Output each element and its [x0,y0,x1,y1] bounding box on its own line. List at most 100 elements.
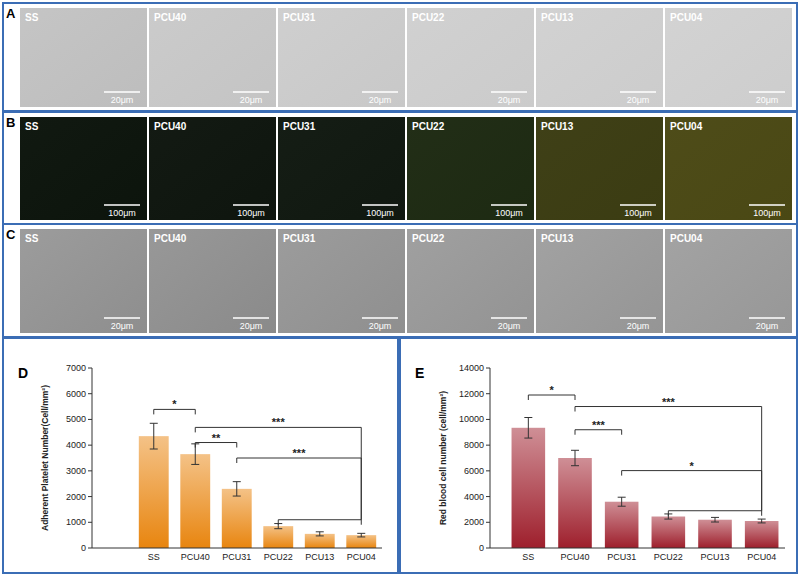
panel-border [400,338,797,573]
error-bar [711,517,719,522]
y-tick [486,522,490,523]
x-tick-label: PCU31 [607,552,636,562]
error-cap [150,449,158,450]
scale-bar-label: 20μm [240,321,263,331]
error-cap [664,519,672,520]
micrograph [20,229,147,333]
x-axis [490,548,785,549]
figure: ASS20μmPCU4020μmPCU3120μmPCU2220μmPCU132… [0,0,800,576]
y-tick-label: 2000 [464,517,484,527]
x-tick-label: PCU31 [222,552,251,562]
error-cap [233,481,241,482]
significance-label: *** [592,419,606,431]
error-cap [571,450,579,451]
image-label: PCU31 [283,121,316,132]
y-tick-label: 4000 [66,440,86,450]
bar [512,428,546,548]
significance-label: ** [212,432,221,444]
micrograph [665,117,792,220]
image-label: SS [25,233,39,244]
x-tick-label: SS [148,552,160,562]
y-tick [88,393,92,394]
scale-bar-label: 100μm [366,208,394,218]
error-bar [618,497,626,506]
bar [346,535,376,548]
error-line [153,423,154,449]
image-label: PCU22 [412,233,445,244]
bar [222,489,252,548]
error-cap [357,536,365,537]
y-tick-label: 0 [479,543,484,553]
panel-label: D [18,365,28,381]
error-cap [758,522,766,523]
bar [605,502,639,548]
y-axis-label: Red blood cell number (cell/mm²) [438,391,448,525]
error-bar [357,533,365,537]
y-tick [486,548,490,549]
scale-bar [491,317,527,319]
error-cap [191,464,199,465]
image-label: PCU04 [670,233,703,244]
scale-bar-label: 100μm [753,208,781,218]
error-cap [758,519,766,520]
scale-bar-label: 20μm [498,95,521,105]
significance-label: * [172,398,177,410]
y-tick-label: 5000 [66,414,86,424]
bar [558,458,592,548]
error-cap [618,497,626,498]
scale-bar [362,317,398,319]
bar [305,534,335,548]
error-cap [524,438,532,439]
bar [652,517,686,549]
significance-label: *** [662,396,676,408]
y-tick-label: 1000 [66,517,86,527]
image-label: PCU13 [541,121,574,132]
bar [263,526,293,548]
panel-border [3,112,797,224]
error-cap [524,417,532,418]
group-bracket [668,511,761,516]
scale-bar-label: 100μm [495,208,523,218]
error-cap [274,528,282,529]
significance-label: * [690,460,695,472]
scale-bar [749,204,785,206]
scale-bar-label: 20μm [756,321,779,331]
image-label: PCU13 [541,233,574,244]
panel-label: C [6,227,16,242]
marks [512,418,779,549]
scale-bar [620,91,656,93]
significance-bracket [622,471,762,511]
error-cap [316,535,324,536]
micrograph [20,117,147,220]
y-tick [486,445,490,446]
image-label: PCU22 [412,12,445,23]
panel-border [3,338,398,573]
micrograph [536,8,663,107]
scale-bar [749,91,785,93]
error-bar [316,532,324,536]
image-label: PCU04 [670,12,703,23]
y-tick [88,548,92,549]
error-line [621,497,622,506]
x-tick-label: PCU13 [700,552,729,562]
image-label: PCU40 [154,12,187,23]
y-tick [486,368,490,369]
bar [745,521,779,548]
x-tick-label: PCU40 [560,552,589,562]
scale-bar [233,204,269,206]
scale-bar [104,317,140,319]
image-label: SS [25,121,39,132]
micrograph [665,229,792,333]
scale-bar [620,317,656,319]
image-label: PCU04 [670,121,703,132]
scale-bar-label: 100μm [108,208,136,218]
micrograph [407,8,534,107]
significance-bracket [575,407,762,511]
y-tick [486,393,490,394]
y-tick-label: 6000 [66,389,86,399]
error-cap [357,533,365,534]
error-line [528,418,529,439]
micrograph [149,229,276,333]
scale-bar [491,204,527,206]
x-tick-label: PCU04 [747,552,776,562]
